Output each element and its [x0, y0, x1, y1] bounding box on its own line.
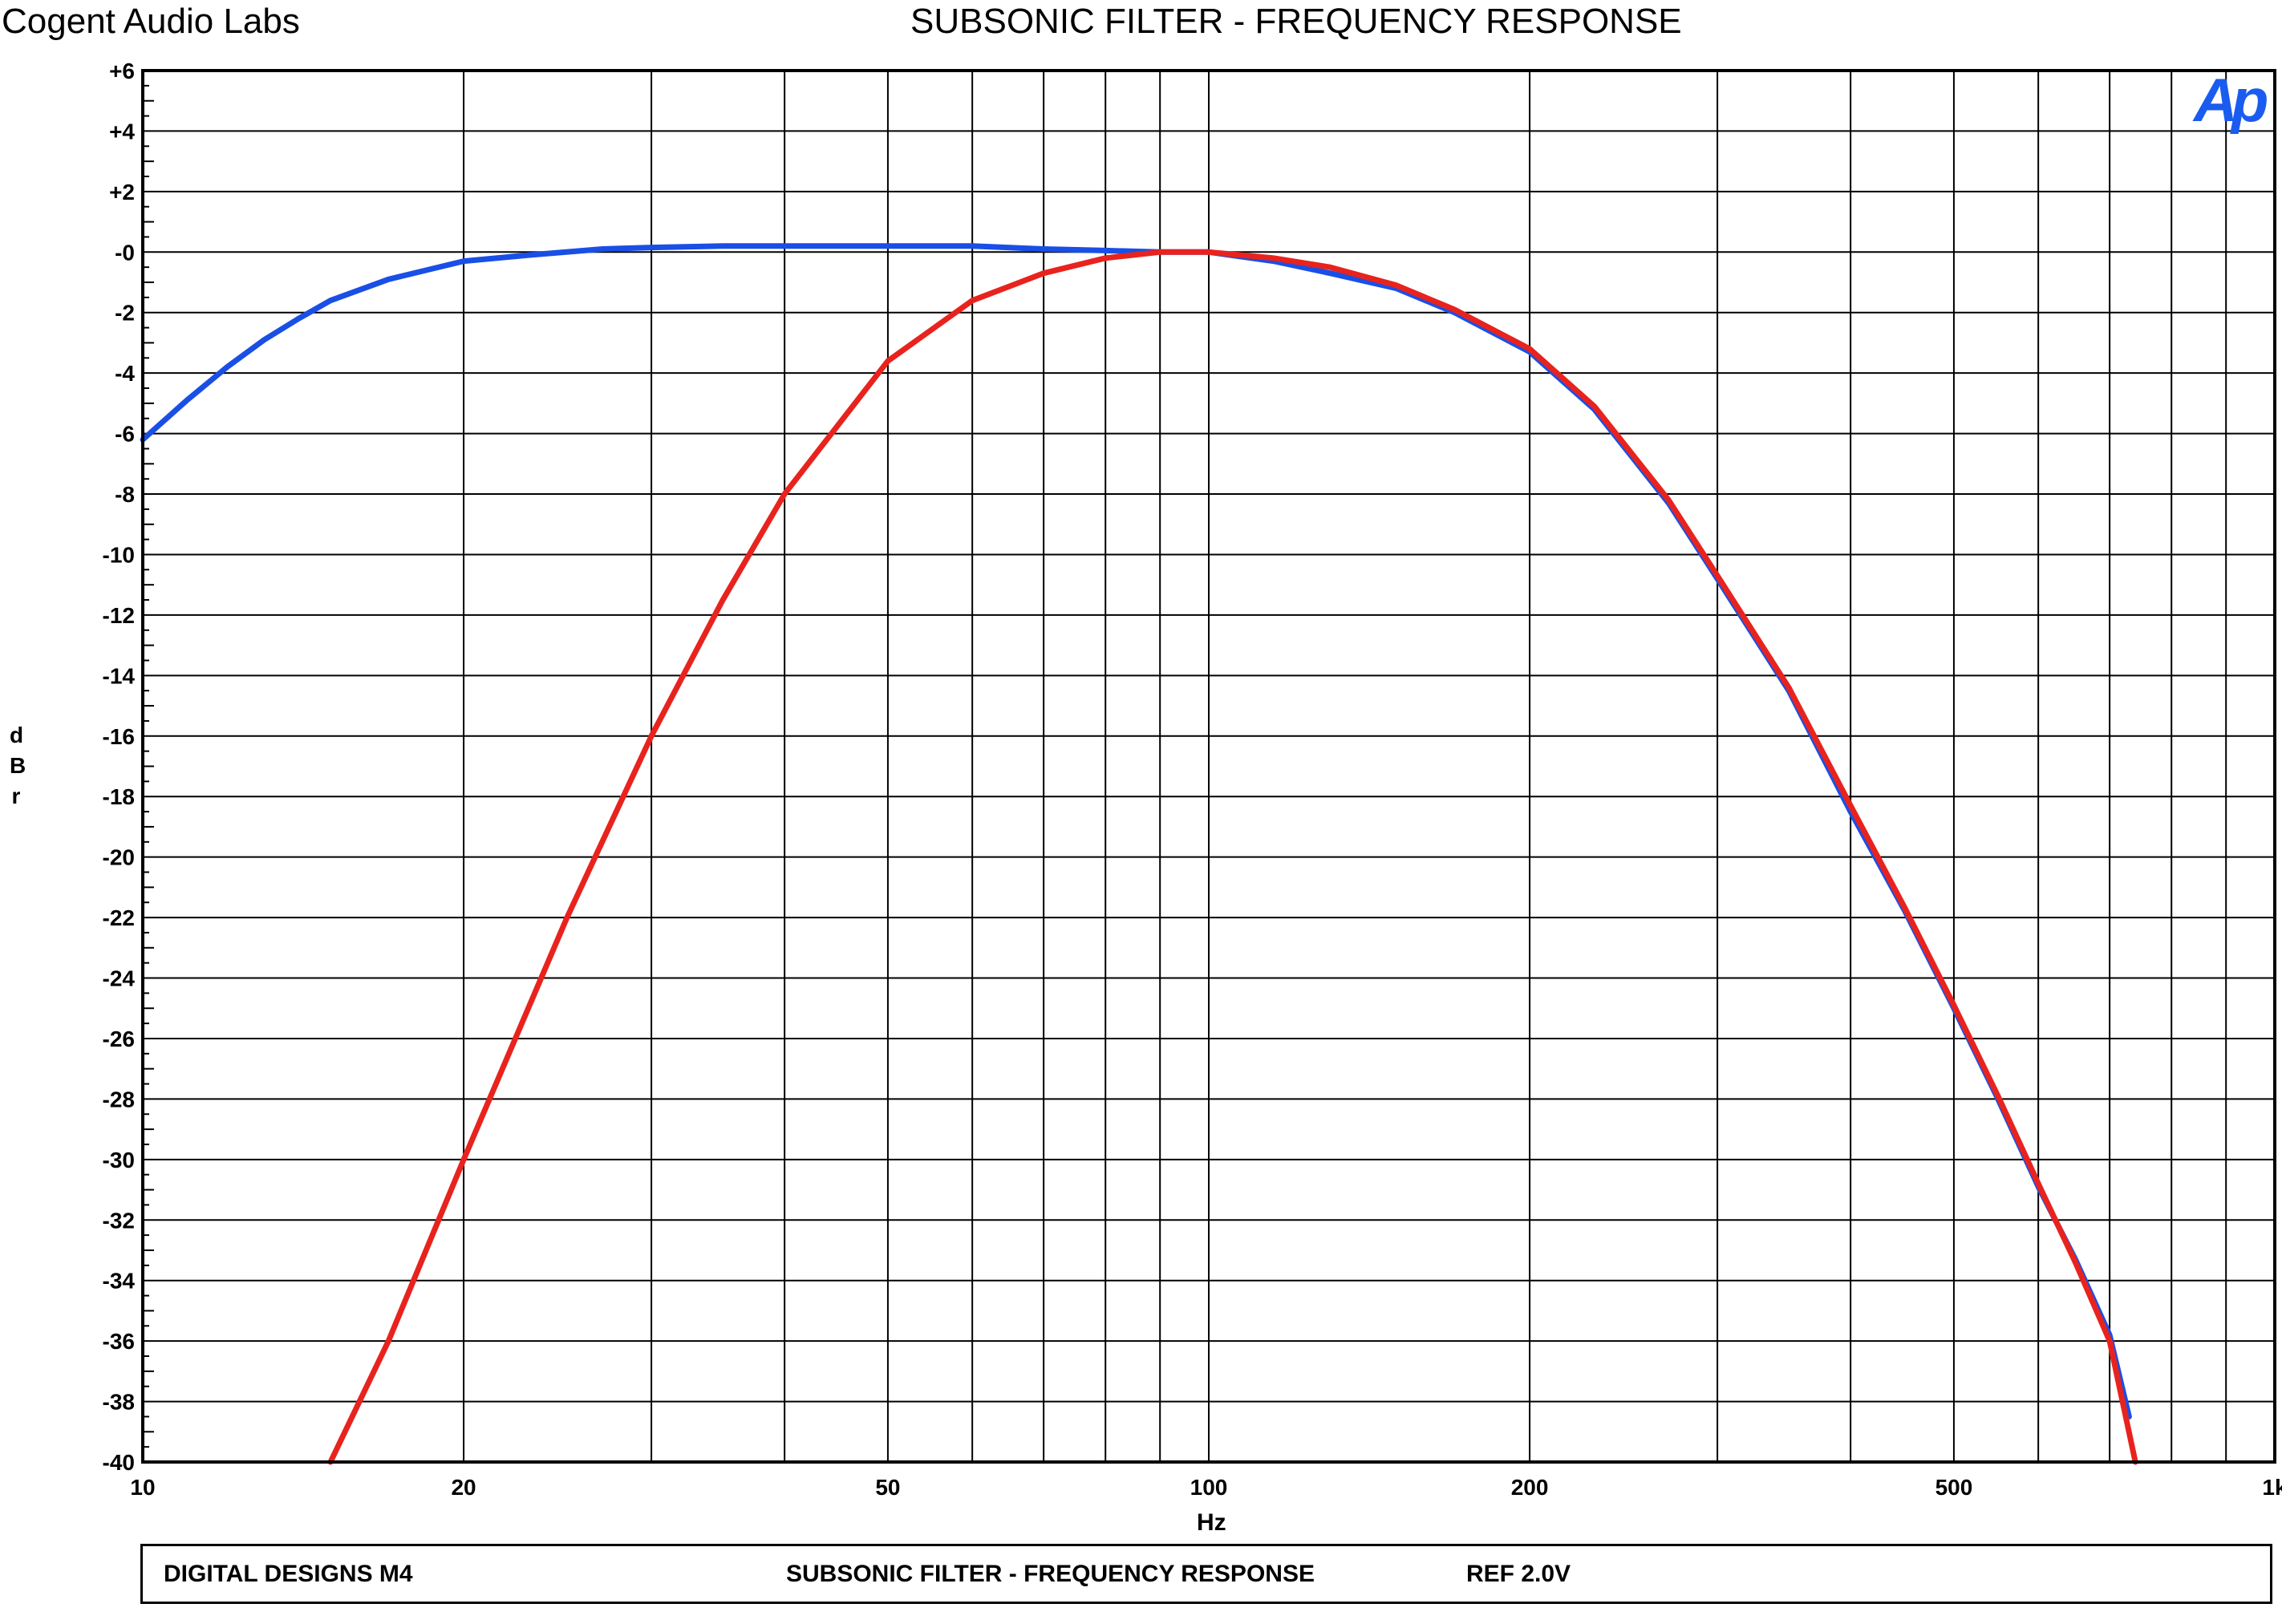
- y-tick-label: -8: [115, 482, 135, 507]
- y-axis-label-letter: r: [11, 784, 21, 808]
- y-tick-label: -32: [103, 1208, 135, 1233]
- company-name: Cogent Audio Labs: [2, 2, 300, 41]
- y-tick-label: -38: [103, 1390, 135, 1415]
- y-tick-label: -10: [103, 542, 135, 567]
- y-tick-label: -6: [115, 422, 135, 447]
- y-tick-label: -0: [115, 240, 135, 265]
- y-tick-label: -16: [103, 724, 135, 749]
- series-line-1: [140, 243, 2132, 1419]
- y-tick-label: -2: [115, 301, 135, 326]
- y-tick-labels: +6 +4 +2 -0 -2 -4 -6 -8 -10 -12 -14 -16 -18 -20 -22 -24…: [103, 59, 136, 1475]
- y-axis-label-letter: B: [10, 753, 26, 778]
- y-tick-label: -22: [103, 905, 135, 930]
- footer-reference: REF 2.0V: [1466, 1561, 1571, 1587]
- y-tick-label: -20: [103, 845, 135, 870]
- y-tick-label: -12: [103, 603, 135, 628]
- series-line-2: [327, 249, 2138, 1465]
- y-tick-label: -4: [115, 361, 135, 386]
- footer-title: SUBSONIC FILTER - FREQUENCY RESPONSE: [786, 1561, 1315, 1587]
- y-tick-label: +2: [109, 180, 135, 205]
- y-axis-label: d B r: [10, 720, 26, 812]
- footer-device: DIGITAL DESIGNS M4: [164, 1561, 413, 1587]
- x-tick-label: 1k: [2262, 1475, 2282, 1500]
- chart-title: SUBSONIC FILTER - FREQUENCY RESPONSE: [910, 2, 1682, 41]
- x-tick-label: 50: [875, 1475, 900, 1500]
- grid: [142, 70, 2276, 1463]
- x-tick-label: 100: [1190, 1475, 1228, 1500]
- x-tick-label: 10: [130, 1475, 155, 1500]
- x-tick-label: 200: [1511, 1475, 1549, 1500]
- y-tick-label: -24: [103, 966, 136, 991]
- footer-box: DIGITAL DESIGNS M4 SUBSONIC FILTER - FRE…: [140, 1544, 2272, 1604]
- y-tick-label: -40: [103, 1450, 135, 1475]
- y-tick-label: -26: [103, 1027, 135, 1051]
- x-axis-label: Hz: [1197, 1509, 1226, 1536]
- x-tick-labels: 10 20 50 100 200 500 1k: [130, 1475, 2282, 1500]
- y-tick-label: -36: [103, 1329, 135, 1354]
- plot-frame: [141, 69, 2276, 1464]
- ap-logo: Ap: [2194, 67, 2268, 135]
- x-tick-label: 20: [451, 1475, 476, 1500]
- y-tick-label: -34: [103, 1269, 136, 1294]
- y-tick-label: -14: [103, 663, 136, 688]
- y-tick-label: -28: [103, 1087, 135, 1112]
- x-tick-label: 500: [1935, 1475, 1973, 1500]
- frequency-response-chart: +6 +4 +2 -0 -2 -4 -6 -8 -10 -12 -14 -16 -18 -20 -22 -24…: [103, 59, 2282, 1500]
- y-tick-label: -18: [103, 784, 135, 809]
- y-tick-label: -30: [103, 1148, 135, 1172]
- y-tick-label: +4: [109, 119, 135, 144]
- y-tick-label: +6: [109, 59, 135, 83]
- y-axis-label-letter: d: [10, 723, 24, 747]
- series-layer: [140, 243, 2138, 1465]
- minor-ticks: [143, 84, 154, 1448]
